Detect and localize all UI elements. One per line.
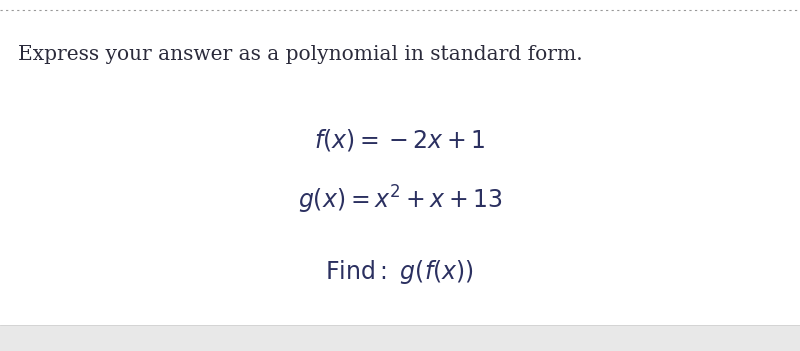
Bar bbox=[0, 325, 800, 351]
Text: $\mathrm{Find:}\ g(f(x))$: $\mathrm{Find:}\ g(f(x))$ bbox=[326, 258, 474, 286]
Text: $f(x) = -2x + 1$: $f(x) = -2x + 1$ bbox=[314, 127, 486, 153]
Text: $g(x) = x^2 + x + 13$: $g(x) = x^2 + x + 13$ bbox=[298, 184, 502, 216]
Text: Express your answer as a polynomial in standard form.: Express your answer as a polynomial in s… bbox=[18, 45, 582, 64]
